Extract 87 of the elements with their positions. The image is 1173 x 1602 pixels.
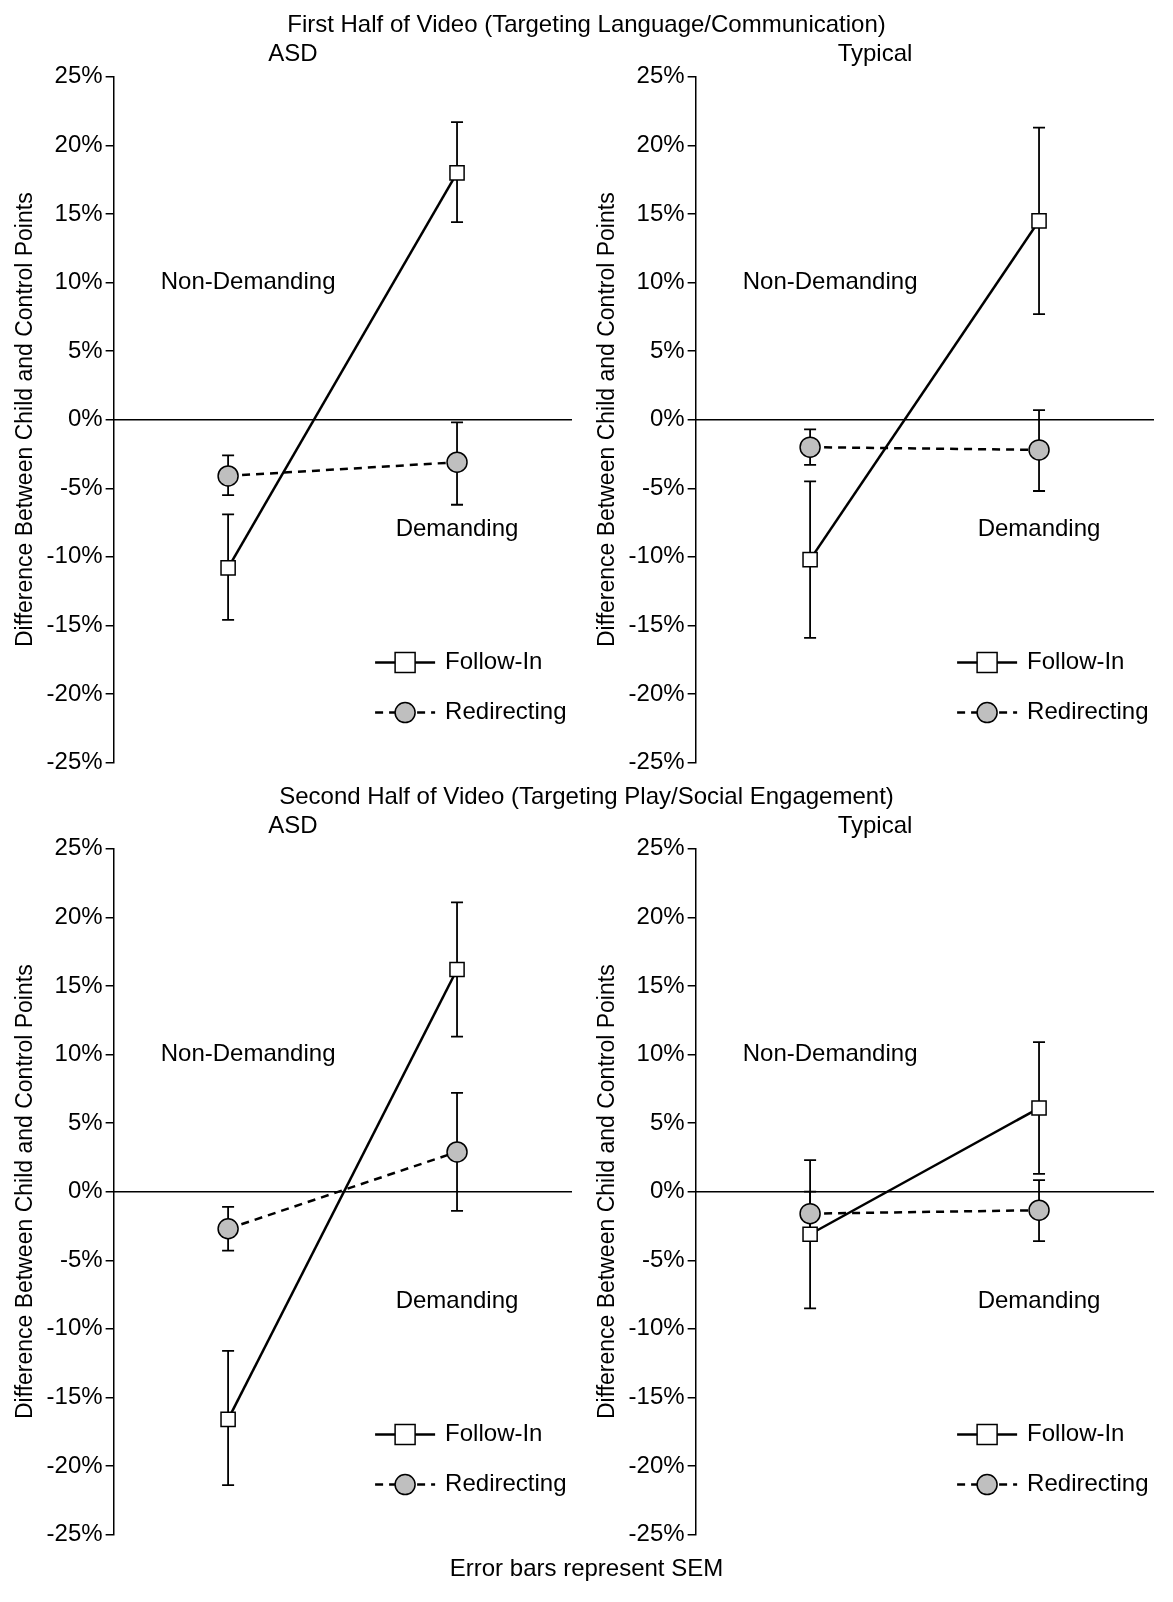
point: [1028, 439, 1050, 461]
point: [802, 1226, 818, 1243]
point: [802, 551, 818, 568]
annotation: Demanding: [977, 514, 1101, 542]
y-tick-label: -15%: [46, 610, 103, 638]
y-tick-label: 5%: [649, 335, 685, 363]
y-tick-label: 25%: [636, 833, 685, 861]
y-tick-label: 10%: [636, 1039, 685, 1067]
y-axis-title: Difference Between Child and Control Points: [11, 192, 38, 648]
y-tick-label: -25%: [46, 1519, 103, 1547]
y-tick-label: 15%: [636, 970, 685, 998]
y-tick-label: 0%: [649, 404, 685, 432]
y-tick-label: -20%: [628, 1450, 685, 1478]
y-tick-label: -10%: [628, 1313, 685, 1341]
y-tick-label: 5%: [67, 1107, 103, 1135]
y-tick-label: -25%: [628, 1519, 685, 1547]
annotation: Non-Demanding: [742, 1039, 918, 1067]
annotation: Non-Demanding: [742, 267, 918, 295]
y-tick-label: 20%: [54, 130, 103, 158]
chart-title: ASD: [268, 811, 318, 839]
chart-title: Typical: [837, 39, 913, 67]
point: [217, 1217, 239, 1240]
point: [799, 436, 821, 458]
y-tick-label: -10%: [46, 1313, 103, 1341]
y-tick-label: 20%: [54, 902, 103, 930]
y-tick-label: -25%: [46, 747, 103, 775]
y-tick-label: 0%: [67, 404, 103, 432]
chart-title: Typical: [837, 811, 913, 839]
legend-label: Follow-In: [445, 647, 543, 675]
point: [449, 961, 465, 978]
point: [1028, 1199, 1050, 1221]
y-tick-label: 25%: [54, 61, 103, 89]
y-tick-label: 15%: [54, 198, 103, 226]
text: Error bars represent SEM: [448, 1553, 725, 1583]
point: [446, 1141, 468, 1163]
y-tick-label: -15%: [628, 610, 685, 638]
y-tick-label: 20%: [636, 902, 685, 930]
y-tick-label: 5%: [67, 335, 103, 363]
legend-label: Redirecting: [1027, 697, 1149, 725]
point: [220, 560, 236, 576]
y-tick-label: 25%: [54, 833, 103, 861]
y-tick-label: 10%: [54, 267, 103, 295]
legend-label: Follow-In: [1027, 647, 1125, 675]
y-tick-label: -10%: [628, 541, 685, 569]
annotation: Demanding: [395, 1286, 519, 1314]
point: [220, 1411, 236, 1428]
point: [449, 164, 465, 181]
chart-title: ASD: [268, 39, 318, 67]
y-tick-label: 10%: [636, 267, 685, 295]
y-tick-label: -15%: [46, 1382, 103, 1410]
annotation: Non-Demanding: [160, 267, 336, 295]
y-tick-label: 10%: [54, 1039, 103, 1067]
y-tick-label: 20%: [636, 130, 685, 158]
y-tick-label: -15%: [628, 1382, 685, 1410]
legend-label: Redirecting: [445, 1469, 567, 1497]
y-axis-title: Difference Between Child and Control Points: [11, 964, 38, 1420]
chart-subtitle: Second Half of Video (Targeting Play/Social Engagement): [278, 781, 895, 811]
y-axis-title: Difference Between Child and Control Points: [593, 964, 620, 1420]
y-tick-label: -10%: [46, 541, 103, 569]
y-tick-label: -5%: [641, 1244, 685, 1272]
y-tick-label: -25%: [628, 747, 685, 775]
annotation: Non-Demanding: [160, 1039, 336, 1067]
y-tick-label: -20%: [46, 678, 103, 706]
chart-subtitle: First Half of Video (Targeting Language/Communication): [286, 9, 887, 39]
y-tick-label: -20%: [46, 1450, 103, 1478]
y-tick-label: 15%: [54, 970, 103, 998]
legend-label: Follow-In: [1027, 1419, 1125, 1447]
annotation: Demanding: [395, 514, 519, 542]
y-tick-label: -5%: [59, 1244, 103, 1272]
y-tick-label: 0%: [649, 1176, 685, 1204]
y-tick-label: 5%: [649, 1107, 685, 1135]
legend-label: Redirecting: [1027, 1469, 1149, 1497]
point: [446, 451, 468, 473]
legend-label: Follow-In: [445, 1419, 543, 1447]
annotation: Demanding: [977, 1286, 1101, 1314]
y-tick-label: 0%: [67, 1176, 103, 1204]
point: [1031, 1100, 1047, 1116]
y-axis-title: Difference Between Child and Control Points: [593, 192, 620, 648]
y-tick-label: -20%: [628, 678, 685, 706]
point: [1031, 213, 1047, 229]
point: [217, 465, 239, 487]
y-tick-label: -5%: [641, 472, 685, 500]
y-tick-label: 15%: [636, 198, 685, 226]
point: [799, 1202, 821, 1225]
legend-label: Redirecting: [445, 697, 567, 725]
y-tick-label: -5%: [59, 472, 103, 500]
y-tick-label: 25%: [636, 61, 685, 89]
